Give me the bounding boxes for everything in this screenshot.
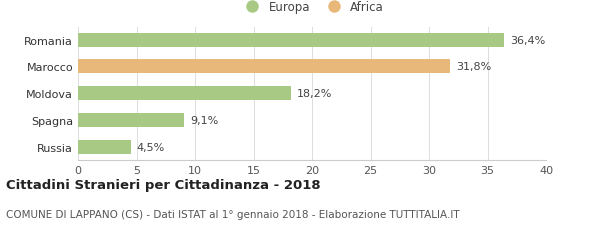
- Bar: [78, 60, 450, 74]
- Text: 4,5%: 4,5%: [137, 142, 165, 152]
- Bar: [78, 87, 291, 101]
- Text: 36,4%: 36,4%: [510, 35, 545, 45]
- Text: Cittadini Stranieri per Cittadinanza - 2018: Cittadini Stranieri per Cittadinanza - 2…: [6, 178, 320, 191]
- Text: 31,8%: 31,8%: [456, 62, 491, 72]
- Text: COMUNE DI LAPPANO (CS) - Dati ISTAT al 1° gennaio 2018 - Elaborazione TUTTITALIA: COMUNE DI LAPPANO (CS) - Dati ISTAT al 1…: [6, 210, 460, 220]
- Bar: [78, 33, 504, 47]
- Legend: Europa, Africa: Europa, Africa: [235, 0, 389, 19]
- Bar: [78, 140, 131, 154]
- Bar: [78, 114, 184, 128]
- Text: 18,2%: 18,2%: [297, 89, 332, 99]
- Text: 9,1%: 9,1%: [190, 116, 218, 125]
